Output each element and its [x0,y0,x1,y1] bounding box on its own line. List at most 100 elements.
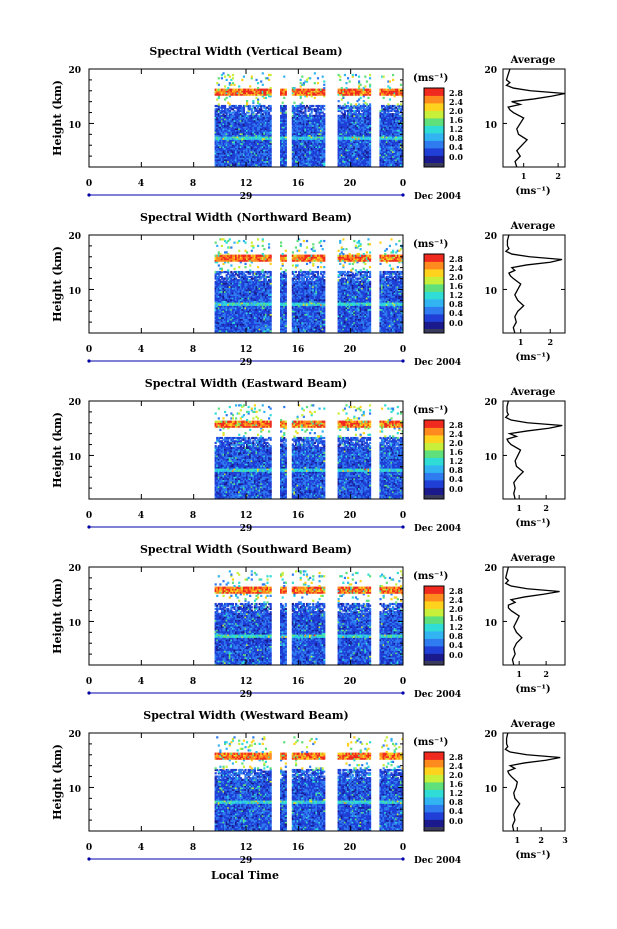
heatmap-cell [238,310,241,313]
heatmap-cell [239,118,242,121]
heatmap-cell [299,124,302,127]
heatmap-cell [395,135,398,139]
heatmap-cell [362,121,365,124]
heatmap-cell [301,139,304,142]
heatmap-cell [269,328,272,331]
heatmap-cell [264,129,268,132]
heatmap-cell [266,324,269,328]
heatmap-cell [348,108,351,111]
heatmap-cell [304,109,307,113]
heatmap-cell [263,298,266,301]
heatmap-cell [367,152,370,155]
heatmap-cell [392,140,395,144]
heatmap-cell [398,137,401,140]
heatmap-cell [233,116,236,119]
heatmap-cell [357,160,361,163]
heatmap-cell [357,158,361,162]
heatmap-cell [388,137,392,140]
heatmap-cell [235,135,238,139]
heatmap-cell [261,313,264,316]
heatmap-cell [348,91,351,95]
heatmap-cell [260,114,263,117]
heatmap-cell [246,103,249,106]
heatmap-cell [217,293,220,297]
heatmap-cell [350,158,353,162]
heatmap-cell [250,301,253,305]
heatmap-cell [255,119,258,122]
heatmap-cell [280,129,283,132]
heatmap-cell [367,96,370,99]
heatmap-cell [283,88,286,91]
heatmap-cell [284,108,287,111]
heatmap-cell [236,144,239,147]
heatmap-cell [235,106,238,109]
heatmap-cell [238,109,241,113]
heatmap-cell [296,113,299,116]
heatmap-cell [283,149,286,152]
heatmap-cell [399,104,403,108]
heatmap-cell [227,109,230,113]
heatmap-cell [236,315,239,318]
heatmap-cell [236,160,239,163]
heatmap-cell [253,129,257,132]
heatmap-cell [281,124,284,127]
heatmap-cell [318,132,321,135]
heatmap-cell [312,108,315,111]
heatmap-cell [264,118,268,121]
heatmap-cell [219,114,222,117]
x-tick-12: 12 [240,179,253,189]
heatmap-cell [361,124,364,127]
heatmap-cell [301,132,304,135]
heatmap-cell [388,126,392,129]
heatmap-cell [255,113,258,116]
heatmap-cell [256,313,260,316]
heatmap-cell [216,124,219,127]
heatmap-cell [361,162,364,165]
heatmap-cell [315,155,318,158]
heatmap-cell [307,145,310,148]
heatmap-cell [312,131,315,134]
heatmap-cell [219,306,222,310]
heatmap-cell [247,152,250,155]
heatmap-cell [256,131,260,134]
heatmap-cell [284,124,287,127]
heatmap-cell [236,119,239,122]
heatmap-cell [351,121,354,124]
heatmap-cell [239,124,242,127]
heatmap-cell [299,129,302,132]
heatmap-cell [304,80,307,83]
heatmap-cell [368,126,372,129]
heatmap-cell [238,132,241,135]
heatmap-cell [231,306,235,310]
heatmap-cell [305,104,309,108]
heatmap-cell [305,150,309,153]
heatmap-cell [258,150,261,153]
heatmap-cell [258,139,261,142]
heatmap-cell [214,114,217,117]
heatmap-cell [238,328,241,331]
heatmap-cell [367,147,370,150]
heatmap-cell [250,91,253,95]
heatmap-cell [263,323,266,326]
heatmap-cell [219,116,222,119]
heatmap-cell [252,119,255,122]
heatmap-cell [241,116,244,119]
heatmap-cell [294,149,298,152]
heatmap-cell [255,149,258,152]
heatmap-cell [220,93,224,96]
heatmap-cell [269,119,272,122]
heatmap-cell [401,129,403,132]
heatmap-cell [236,88,239,91]
heatmap-cell [298,137,301,140]
heatmap-cell [269,137,272,140]
heatmap-cell [350,150,353,153]
heatmap-cell [392,126,395,129]
heatmap-cell [399,139,403,142]
heatmap-cell [359,142,362,145]
heatmap-cell [250,306,253,310]
heatmap-cell [361,88,364,91]
heatmap-cell [392,127,395,131]
heatmap-cell [220,111,224,114]
heatmap-cell [337,137,340,140]
heatmap-cell [241,149,244,152]
